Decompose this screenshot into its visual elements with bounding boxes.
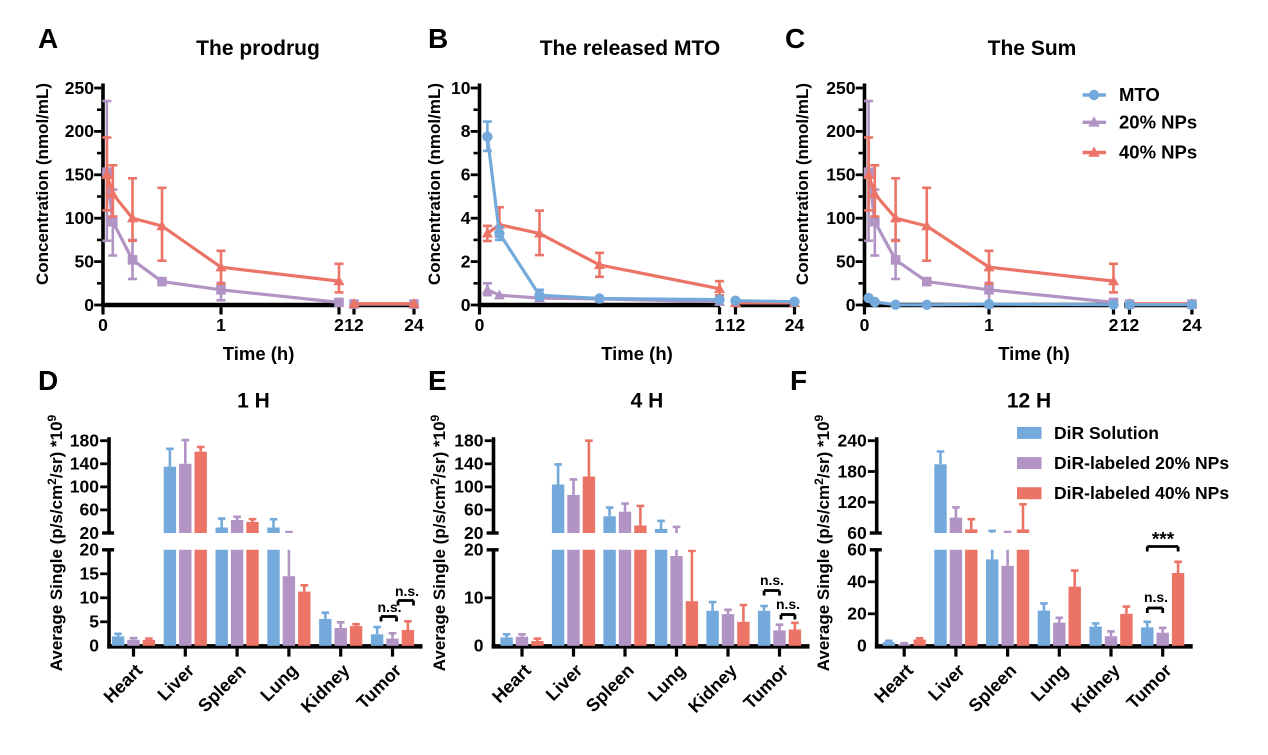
svg-text:n.s.: n.s. bbox=[1144, 589, 1168, 605]
svg-text:100: 100 bbox=[826, 208, 855, 228]
svg-text:Time (h): Time (h) bbox=[601, 343, 673, 364]
svg-text:0: 0 bbox=[474, 636, 484, 656]
svg-text:40% NPs: 40% NPs bbox=[1119, 142, 1197, 163]
svg-text:Average Single (p/s/cm2/sr) *1: Average Single (p/s/cm2/sr) *109 bbox=[428, 414, 449, 671]
svg-text:15: 15 bbox=[80, 564, 100, 584]
svg-text:8: 8 bbox=[461, 121, 471, 141]
svg-text:Concentration (nmol/mL): Concentration (nmol/mL) bbox=[793, 83, 812, 285]
svg-text:n.s.: n.s. bbox=[377, 599, 401, 615]
svg-text:Average Single (p/s/cm2/sr) *1: Average Single (p/s/cm2/sr) *109 bbox=[812, 414, 833, 671]
svg-text:MTO: MTO bbox=[1119, 84, 1160, 105]
svg-text:The prodrug: The prodrug bbox=[196, 37, 320, 60]
svg-text:60: 60 bbox=[464, 500, 484, 520]
svg-text:5: 5 bbox=[89, 612, 99, 632]
svg-text:20% NPs: 20% NPs bbox=[1119, 111, 1197, 132]
svg-text:Concentration (nmol/mL): Concentration (nmol/mL) bbox=[425, 83, 444, 285]
svg-text:1: 1 bbox=[715, 315, 725, 335]
svg-text:20: 20 bbox=[80, 523, 100, 543]
svg-text:150: 150 bbox=[826, 165, 855, 185]
svg-text:D: D bbox=[38, 365, 58, 396]
svg-text:100: 100 bbox=[65, 208, 94, 228]
svg-text:4: 4 bbox=[461, 208, 471, 228]
svg-text:0: 0 bbox=[84, 295, 94, 315]
svg-text:10: 10 bbox=[464, 588, 484, 608]
svg-text:50: 50 bbox=[836, 251, 856, 271]
svg-text:1: 1 bbox=[216, 315, 226, 335]
svg-text:n.s.: n.s. bbox=[776, 596, 800, 612]
svg-text:DiR-labeled 40% NPs: DiR-labeled 40% NPs bbox=[1054, 483, 1229, 503]
svg-text:0: 0 bbox=[98, 315, 108, 335]
svg-text:0: 0 bbox=[461, 295, 471, 315]
svg-text:240: 240 bbox=[837, 431, 866, 451]
svg-text:1 H: 1 H bbox=[237, 390, 270, 413]
svg-text:250: 250 bbox=[65, 78, 94, 98]
svg-text:12: 12 bbox=[726, 315, 746, 335]
svg-text:10: 10 bbox=[80, 588, 100, 608]
svg-text:12 H: 12 H bbox=[1007, 390, 1051, 413]
svg-text:250: 250 bbox=[826, 78, 855, 98]
svg-text:20: 20 bbox=[464, 540, 484, 560]
svg-text:40: 40 bbox=[847, 572, 867, 592]
svg-text:Time (h): Time (h) bbox=[998, 343, 1070, 364]
svg-text:60: 60 bbox=[847, 540, 867, 560]
svg-text:100: 100 bbox=[70, 477, 99, 497]
svg-text:140: 140 bbox=[454, 454, 483, 474]
svg-text:n.s.: n.s. bbox=[395, 583, 419, 599]
svg-text:F: F bbox=[790, 365, 807, 396]
svg-text:6: 6 bbox=[461, 165, 471, 185]
svg-text:180: 180 bbox=[837, 461, 866, 481]
svg-text:200: 200 bbox=[826, 121, 855, 141]
svg-text:50: 50 bbox=[75, 251, 95, 271]
svg-text:180: 180 bbox=[70, 431, 99, 451]
svg-text:Average Single (p/s/cm2/sr) *1: Average Single (p/s/cm2/sr) *109 bbox=[45, 414, 66, 671]
svg-text:140: 140 bbox=[70, 454, 99, 474]
svg-text:E: E bbox=[428, 365, 447, 396]
svg-text:20: 20 bbox=[464, 523, 484, 543]
svg-text:2: 2 bbox=[461, 251, 471, 271]
svg-text:24: 24 bbox=[404, 315, 424, 335]
svg-text:200: 200 bbox=[65, 121, 94, 141]
svg-text:100: 100 bbox=[454, 477, 483, 497]
svg-text:2: 2 bbox=[334, 315, 344, 335]
svg-text:2: 2 bbox=[1109, 315, 1119, 335]
svg-text:0: 0 bbox=[857, 636, 867, 656]
svg-text:B: B bbox=[428, 23, 448, 54]
svg-text:24: 24 bbox=[785, 315, 805, 335]
svg-text:0: 0 bbox=[846, 295, 856, 315]
svg-text:24: 24 bbox=[1182, 315, 1202, 335]
svg-text:0: 0 bbox=[860, 315, 870, 335]
svg-text:12: 12 bbox=[344, 315, 364, 335]
svg-text:C: C bbox=[785, 23, 805, 54]
svg-text:DiR Solution: DiR Solution bbox=[1054, 423, 1159, 443]
svg-text:20: 20 bbox=[847, 604, 867, 624]
svg-text:The Sum: The Sum bbox=[988, 37, 1077, 60]
svg-text:120: 120 bbox=[837, 492, 866, 512]
svg-text:1: 1 bbox=[984, 315, 994, 335]
svg-text:n.s.: n.s. bbox=[760, 572, 784, 588]
svg-text:***: *** bbox=[1152, 530, 1175, 551]
svg-text:180: 180 bbox=[454, 431, 483, 451]
svg-text:4 H: 4 H bbox=[631, 390, 664, 413]
svg-text:Time (h): Time (h) bbox=[223, 343, 295, 364]
svg-text:12: 12 bbox=[1120, 315, 1140, 335]
svg-text:DiR-labeled 20% NPs: DiR-labeled 20% NPs bbox=[1054, 453, 1229, 473]
svg-text:20: 20 bbox=[80, 540, 100, 560]
svg-text:0: 0 bbox=[475, 315, 485, 335]
svg-text:The released MTO: The released MTO bbox=[540, 37, 721, 60]
svg-text:A: A bbox=[38, 23, 58, 54]
svg-text:10: 10 bbox=[451, 78, 471, 98]
svg-text:60: 60 bbox=[80, 500, 100, 520]
svg-text:60: 60 bbox=[847, 523, 867, 543]
svg-text:0: 0 bbox=[89, 636, 99, 656]
svg-text:150: 150 bbox=[65, 165, 94, 185]
svg-text:Concentration (nmol/mL): Concentration (nmol/mL) bbox=[33, 83, 52, 285]
